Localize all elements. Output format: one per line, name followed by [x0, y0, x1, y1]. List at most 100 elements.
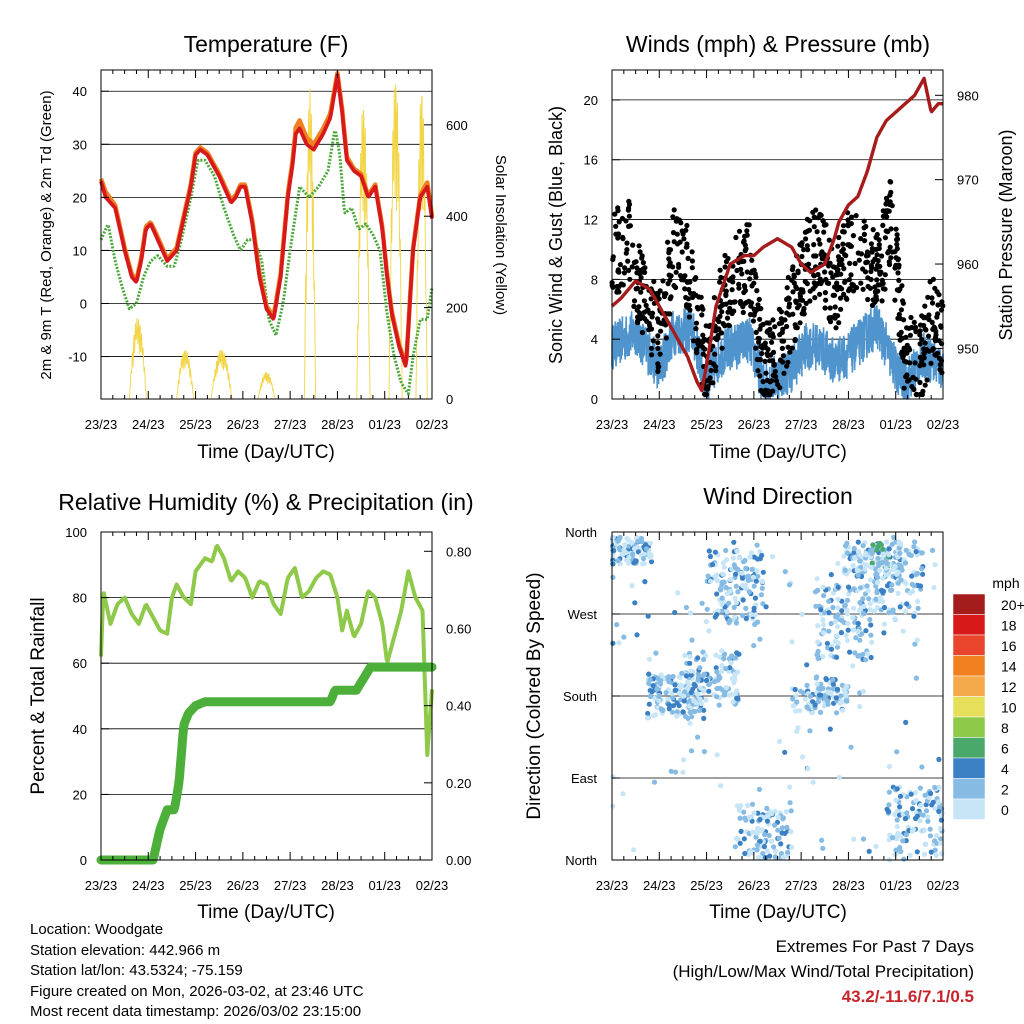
gust-point — [870, 227, 876, 233]
direction-point — [701, 749, 708, 755]
gust-point — [615, 208, 621, 214]
direction-point — [769, 811, 775, 817]
direction-point — [759, 585, 765, 591]
direction-point — [759, 827, 765, 833]
gust-point — [625, 207, 632, 213]
gust-point — [837, 295, 844, 301]
direction-point — [897, 604, 903, 610]
direction-point — [750, 829, 756, 836]
gust-point — [656, 364, 662, 370]
direction-point — [851, 549, 857, 555]
gust-point — [906, 325, 912, 331]
gust-point — [753, 329, 759, 335]
direction-point — [703, 618, 709, 625]
direction-point — [877, 568, 883, 574]
gust-point — [736, 281, 742, 287]
gust-point — [655, 368, 661, 374]
direction-point — [881, 604, 888, 611]
gust-point — [819, 279, 825, 285]
gust-point — [872, 284, 878, 290]
gust-point — [841, 266, 847, 272]
direction-point — [727, 665, 733, 671]
direction-point — [643, 546, 650, 552]
direction-point — [620, 791, 626, 797]
direction-point — [745, 577, 752, 584]
direction-point — [778, 841, 784, 847]
legend-label: 18 — [1001, 618, 1017, 634]
direction-point — [929, 547, 936, 554]
direction-point — [688, 672, 694, 678]
direction-point — [897, 793, 904, 800]
gust-point — [719, 309, 725, 315]
direction-point — [727, 577, 733, 583]
gust-point — [789, 345, 795, 351]
gust-point — [874, 252, 880, 258]
gust-point — [870, 259, 876, 265]
gust-point — [755, 335, 761, 341]
direction-point — [719, 608, 725, 614]
solar-ytick-label: 400 — [446, 209, 468, 224]
gust-point — [691, 291, 697, 297]
direction-point — [917, 818, 923, 824]
direction-ytick-label: South — [563, 689, 597, 704]
legend-swatch — [952, 655, 986, 677]
gust-point — [886, 261, 893, 268]
direction-point — [839, 608, 845, 614]
solar-ylabel: Solar Insolation (Yellow) — [492, 155, 509, 315]
direction-point — [775, 827, 781, 833]
direction-point — [830, 590, 837, 596]
gust-point — [838, 306, 844, 312]
direction-point — [823, 677, 830, 683]
gust-point — [864, 249, 871, 255]
gust-point — [917, 341, 923, 347]
gust-point — [763, 370, 769, 376]
gust-point — [756, 339, 762, 345]
gust-point — [812, 295, 818, 301]
direction-point — [766, 832, 772, 839]
direction-point — [768, 838, 775, 844]
direction-point — [821, 593, 827, 599]
gust-point — [882, 235, 889, 241]
gust-point — [907, 360, 913, 366]
gust-point — [926, 316, 932, 323]
direction-point — [888, 587, 894, 594]
gust-point — [865, 296, 871, 303]
gust-point — [613, 223, 619, 229]
direction-point — [867, 616, 873, 623]
gust-point — [895, 315, 901, 321]
direction-point — [706, 682, 712, 688]
direction-point — [844, 637, 851, 643]
direction-point — [610, 561, 616, 567]
gust-point — [641, 298, 648, 304]
gust-point — [804, 243, 810, 249]
gust-point — [784, 323, 790, 330]
direction-point — [778, 850, 785, 857]
direction-point — [782, 569, 788, 575]
gust-point — [868, 268, 874, 275]
direction-point — [683, 604, 690, 611]
gust-point — [839, 257, 845, 263]
direction-point — [895, 569, 901, 575]
legend-swatch — [952, 798, 986, 820]
direction-point — [658, 678, 664, 684]
direction-xtick-label: 23/23 — [596, 878, 629, 893]
gust-point — [733, 234, 739, 241]
direction-point — [876, 561, 882, 567]
direction-point — [733, 583, 739, 589]
gust-point — [700, 332, 706, 338]
gust-point — [885, 229, 891, 235]
direction-point — [780, 815, 787, 821]
direction-point — [714, 577, 720, 584]
gust-point — [858, 236, 864, 242]
gust-point — [845, 217, 851, 223]
direction-point — [697, 665, 703, 671]
direction-point — [893, 847, 899, 853]
direction-point — [610, 774, 616, 780]
gust-point — [894, 232, 900, 238]
gust-point — [784, 285, 790, 291]
temperature-ytick-label: 20 — [73, 190, 87, 205]
gust-point — [900, 354, 906, 360]
gust-point — [813, 253, 819, 259]
humidity-ytick-label: 40 — [73, 722, 87, 737]
direction-point — [867, 607, 873, 613]
